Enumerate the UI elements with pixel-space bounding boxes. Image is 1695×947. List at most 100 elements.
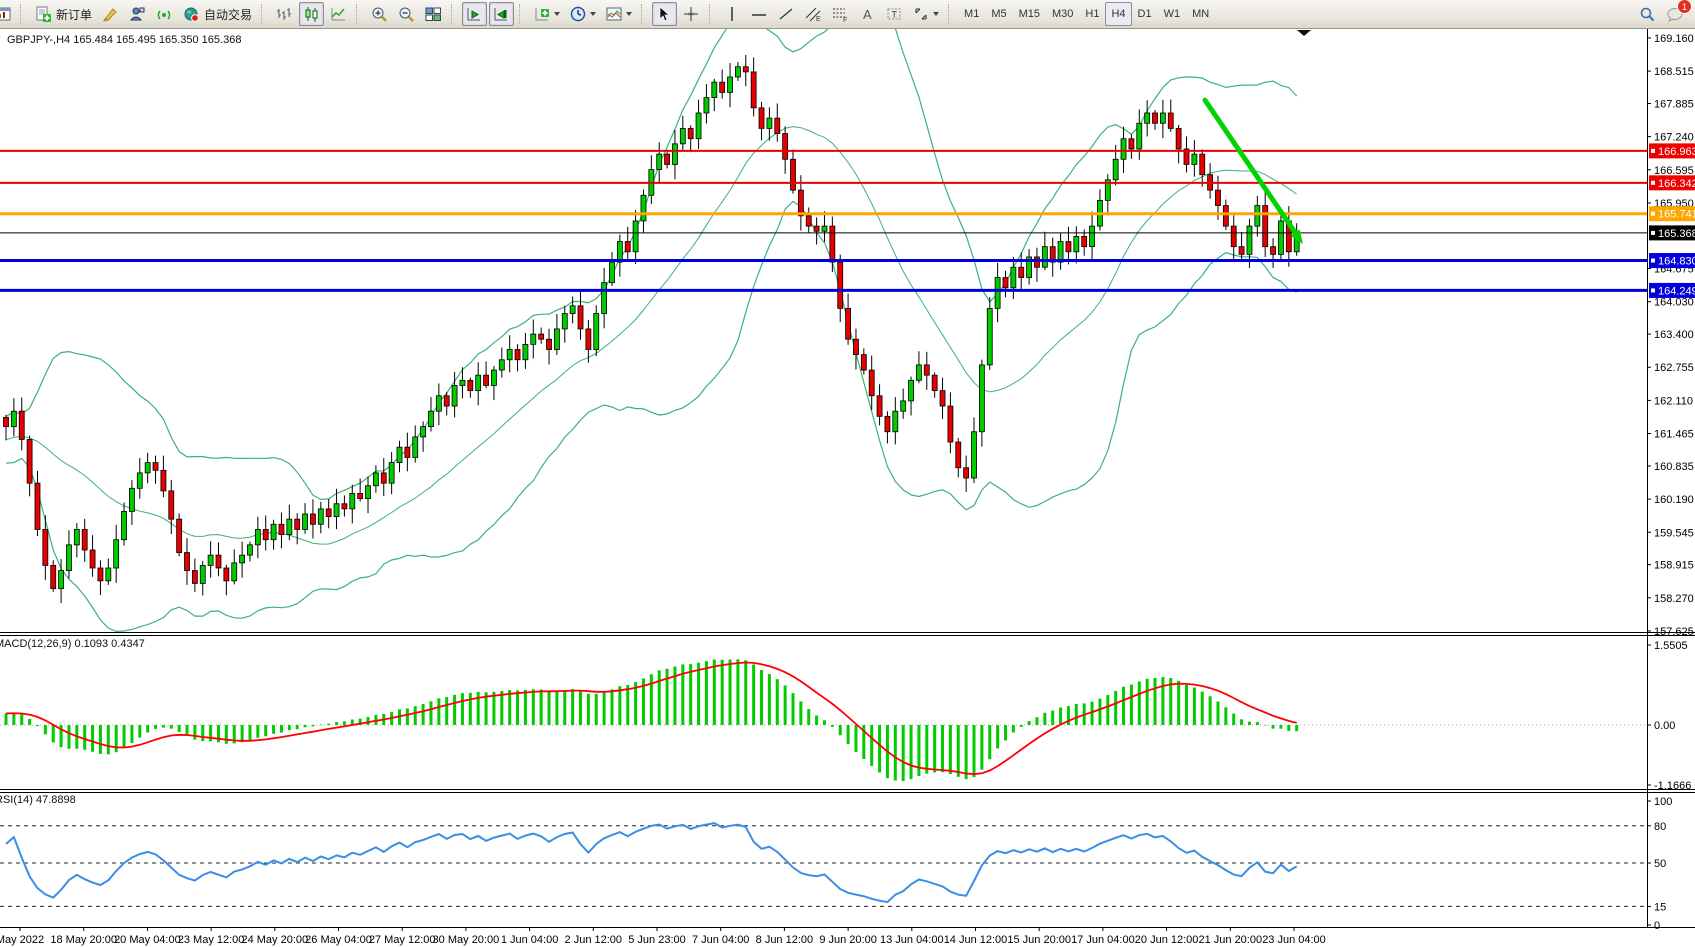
new-order-button[interactable]: 新订单 [31, 2, 96, 26]
toolbar-separator [261, 4, 268, 24]
chevron-down-icon [933, 12, 940, 16]
price-badge-165.741-text: 165.741 [1658, 209, 1695, 221]
timeframe-w1-button[interactable]: W1 [1163, 8, 1181, 20]
autotrading-button[interactable]: 自动交易 [179, 2, 256, 26]
toolbar-separator [641, 4, 648, 24]
periods-button[interactable] [566, 2, 600, 26]
toolbar-group [0, 1, 16, 27]
horizontal-line-button[interactable] [747, 2, 772, 26]
chevron-down-icon [554, 12, 561, 16]
time-label: 20 Jun 12:00 [1135, 934, 1199, 946]
clock-icon [570, 6, 587, 23]
toolbar-group [366, 1, 447, 27]
price-badge-164.249: 164.249 [1649, 282, 1695, 298]
highlighter-button[interactable] [98, 2, 123, 26]
time-label: 23 May 12:00 [178, 934, 245, 946]
chart-shift-marker[interactable] [1297, 30, 1311, 36]
new-order-icon [35, 6, 52, 23]
price-tick-label: 166.595 [1654, 165, 1694, 177]
shapes-icon [913, 6, 930, 23]
chart-shift-button[interactable] [489, 2, 515, 26]
search-button[interactable] [1635, 2, 1660, 26]
timeframe-h4-button[interactable]: H4 [1105, 2, 1132, 26]
timeframe-toolbar: M1 M5 M15 M30 H1 H4 D1 W1 MN [958, 1, 1215, 27]
vline-icon [724, 6, 741, 23]
horizontal-line-objects[interactable] [0, 149, 1647, 292]
market-profile-button[interactable] [125, 2, 150, 26]
fibonacci-button[interactable]: F [828, 2, 853, 26]
line-chart-button[interactable] [326, 2, 351, 26]
timeframe-mn-button[interactable]: MN [1192, 8, 1210, 20]
rsi-tick-label: 15 [1654, 901, 1666, 913]
svg-text:F: F [843, 17, 847, 23]
trendline-button[interactable] [774, 2, 799, 26]
indicators-list-button[interactable] [530, 2, 564, 26]
crosshair-button[interactable] [679, 2, 704, 26]
bars-icon [276, 6, 293, 23]
templates-button[interactable] [602, 2, 636, 26]
time-label: 5 Jun 23:00 [628, 934, 686, 946]
zoom-in-button[interactable] [367, 2, 392, 26]
arrows-button[interactable] [909, 2, 943, 26]
time-label: 7 Jun 04:00 [692, 934, 750, 946]
equidistant-channel-button[interactable]: E [801, 2, 826, 26]
text-label-button[interactable]: T [882, 2, 907, 26]
timeframe-m15-button[interactable]: M15 [1018, 8, 1040, 20]
rsi-tick-label: 80 [1654, 821, 1666, 833]
notification-count-badge: 1 [1677, 0, 1692, 14]
chart-window-button[interactable] [0, 2, 15, 26]
label-icon: T [886, 6, 903, 23]
chart-frame [0, 28, 1695, 947]
candlestick-chart-button[interactable] [299, 2, 325, 26]
time-label: 13 Jun 04:00 [880, 934, 944, 946]
trend-arrow-object[interactable] [1202, 97, 1303, 245]
chart-window[interactable]: 169.160 168.515 167.885 167.240 166.595 165.9… [0, 28, 1695, 947]
toolbar-group [461, 1, 515, 27]
notifications-button[interactable]: 1 [1662, 0, 1692, 26]
time-label: May 2022 [0, 934, 44, 946]
text-button[interactable]: A [855, 2, 880, 26]
svg-text:E: E [816, 16, 821, 23]
macd-tick-label: 0.00 [1654, 720, 1675, 732]
window-icon [0, 6, 11, 22]
rsi-tick-label: 50 [1654, 858, 1666, 870]
time-label: 30 May 20:00 [433, 934, 500, 946]
bar-chart-button[interactable] [272, 2, 297, 26]
auto-scroll-button[interactable] [462, 2, 488, 26]
price-chart-canvas[interactable]: 169.160168.515167.885167.240166.595165.9… [0, 28, 1695, 947]
time-label: 2 Jun 12:00 [565, 934, 623, 946]
time-label: 23 Jun 04:00 [1262, 934, 1326, 946]
price-tick-label: 167.885 [1654, 98, 1694, 110]
zoom-in-icon [371, 6, 388, 23]
timeframe-d1-button[interactable]: D1 [1137, 8, 1152, 20]
time-label: 24 May 20:00 [241, 934, 308, 946]
price-tick-label: 164.030 [1654, 297, 1694, 309]
rsi-pane [0, 822, 1647, 907]
time-label: 18 May 20:00 [50, 934, 117, 946]
toolbar-group [271, 1, 352, 27]
timeframe-h1-button[interactable]: H1 [1085, 8, 1100, 20]
price-badge-166.342-text: 166.342 [1658, 178, 1695, 190]
fibo-icon: F [832, 6, 849, 23]
macd-tick-label: -1.1666 [1654, 780, 1691, 792]
timeframe-m30-button[interactable]: M30 [1052, 8, 1074, 20]
toolbar-group: 新订单 自动交易 [30, 1, 257, 27]
zoom-out-button[interactable] [394, 2, 419, 26]
time-label: 17 Jun 04:00 [1071, 934, 1135, 946]
time-label: 26 May 04:00 [305, 934, 372, 946]
pane-separators[interactable] [0, 632, 1695, 928]
cursor-button[interactable] [652, 2, 678, 26]
price-tick-label: 157.625 [1654, 626, 1694, 638]
timeframe-m5-button[interactable]: M5 [991, 8, 1007, 20]
price-tick-label: 161.465 [1654, 429, 1694, 441]
price-tick-label: 169.160 [1654, 33, 1694, 45]
price-tick-label: 163.400 [1654, 329, 1694, 341]
timeframe-m1-button[interactable]: M1 [964, 8, 980, 20]
tile-windows-button[interactable] [421, 2, 446, 26]
vertical-line-button[interactable] [720, 2, 745, 26]
price-tick-label: 162.755 [1654, 362, 1694, 374]
line-icon [330, 6, 347, 23]
webcast-button[interactable] [152, 2, 177, 26]
